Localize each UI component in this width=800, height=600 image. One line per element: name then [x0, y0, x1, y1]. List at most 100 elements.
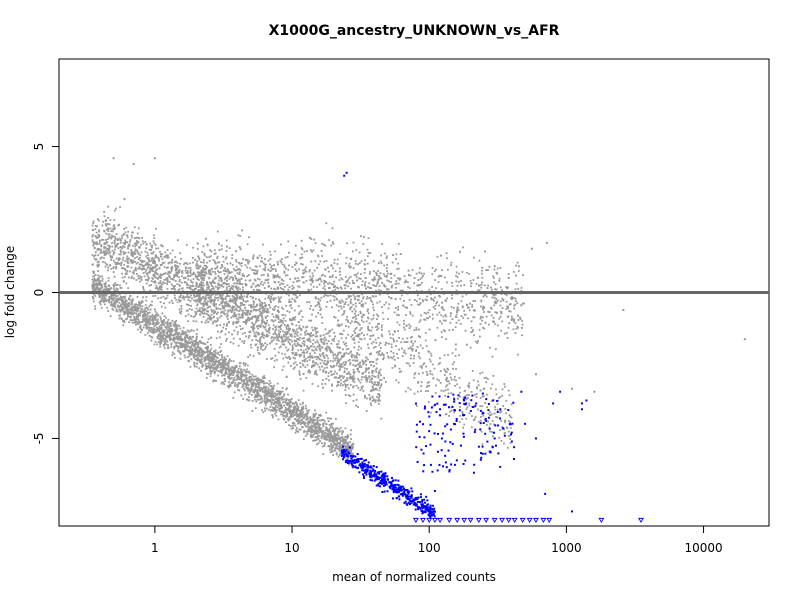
grey-point	[363, 376, 366, 379]
grey-point	[173, 294, 176, 297]
grey-point	[299, 354, 302, 357]
grey-point	[171, 354, 174, 357]
grey-point	[223, 306, 226, 309]
grey-point	[148, 327, 151, 330]
grey-point	[222, 361, 225, 364]
grey-point	[145, 268, 148, 271]
grey-point	[379, 385, 382, 387]
grey-point	[370, 377, 373, 380]
grey-point	[258, 394, 261, 397]
grey-point	[254, 382, 257, 385]
grey-point	[285, 346, 288, 349]
grey-point	[312, 365, 315, 368]
grey-point	[377, 376, 380, 379]
grey-point	[211, 359, 214, 362]
grey-point	[176, 283, 179, 285]
grey-point	[287, 407, 290, 409]
grey-point	[190, 328, 193, 331]
grey-point	[173, 261, 176, 263]
grey-point	[475, 283, 478, 285]
grey-point	[278, 399, 281, 402]
grey-point	[325, 428, 328, 430]
grey-point	[101, 224, 104, 227]
grey-point	[168, 330, 170, 333]
grey-point	[157, 289, 160, 292]
grey-point	[334, 433, 337, 435]
grey-point	[161, 334, 164, 337]
grey-point	[124, 242, 127, 245]
grey-point	[103, 285, 106, 288]
grey-point	[341, 433, 343, 436]
grey-point	[150, 244, 153, 247]
grey-point	[170, 299, 173, 302]
grey-point	[138, 312, 140, 315]
grey-point	[306, 360, 309, 363]
grey-point	[96, 225, 98, 228]
grey-point	[294, 361, 297, 364]
grey-point	[352, 386, 354, 389]
grey-point	[210, 359, 213, 362]
grey-point	[315, 349, 318, 352]
grey-point	[119, 309, 122, 312]
grey-point	[170, 277, 172, 280]
grey-point	[371, 372, 374, 375]
grey-point	[277, 399, 279, 402]
grey-point	[322, 432, 325, 435]
grey-point	[299, 411, 302, 414]
grey-point	[374, 388, 376, 391]
grey-point	[329, 438, 332, 441]
grey-point	[361, 360, 364, 362]
grey-point	[186, 272, 189, 274]
grey-point	[91, 254, 94, 257]
grey-point	[112, 230, 114, 233]
grey-point	[216, 352, 219, 355]
grey-point	[192, 272, 195, 275]
grey-point	[348, 463, 350, 466]
grey-point	[255, 385, 257, 388]
grey-point	[349, 362, 352, 364]
grey-point	[147, 257, 150, 259]
grey-point	[330, 366, 333, 369]
grey-point	[335, 427, 338, 430]
grey-point	[306, 325, 309, 328]
grey-point	[323, 438, 326, 440]
grey-point	[107, 205, 110, 208]
grey-point	[268, 328, 271, 331]
grey-point	[365, 376, 368, 379]
grey-point	[179, 295, 182, 298]
grey-point	[221, 306, 224, 309]
grey-point	[303, 354, 306, 357]
grey-point	[332, 436, 335, 439]
grey-point	[248, 372, 251, 375]
grey-point	[290, 333, 293, 336]
grey-point	[223, 278, 226, 281]
grey-point	[112, 294, 114, 297]
grey-point	[260, 401, 263, 404]
grey-point	[218, 354, 221, 356]
grey-point	[257, 346, 259, 349]
grey-point	[334, 359, 336, 362]
grey-point	[275, 414, 278, 417]
grey-point	[290, 413, 292, 416]
grey-point	[277, 401, 280, 404]
grey-point	[338, 365, 340, 368]
grey-point	[164, 316, 167, 319]
grey-point	[160, 296, 163, 299]
grey-point	[329, 431, 332, 434]
grey-point	[230, 359, 233, 362]
grey-point	[188, 308, 191, 310]
grey-point	[312, 416, 315, 419]
grey-point	[142, 265, 144, 268]
grey-point	[295, 352, 298, 355]
grey-point	[206, 356, 208, 358]
grey-point	[305, 348, 307, 351]
grey-point	[121, 246, 124, 249]
grey-point	[276, 390, 278, 393]
grey-point	[204, 321, 207, 324]
grey-point	[237, 383, 240, 386]
grey-point	[220, 370, 223, 373]
grey-point	[342, 361, 345, 364]
grey-point	[324, 438, 327, 441]
grey-point	[322, 370, 325, 373]
grey-point	[182, 326, 185, 329]
